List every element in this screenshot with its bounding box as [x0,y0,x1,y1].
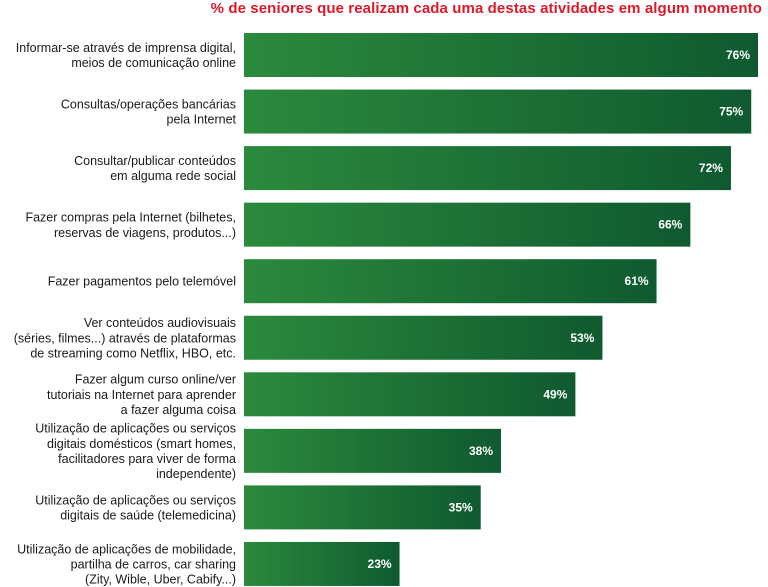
category-label-line: Utilização de aplicações ou serviços [35,422,236,436]
category-label-line: Informar-se através de imprensa digital, [16,41,236,55]
category-label: Informar-se através de imprensa digital,… [16,41,236,70]
bar-8 [244,428,501,473]
category-label-line: independente) [156,467,236,481]
bar-6 [244,315,603,360]
bar-9 [244,485,481,530]
bar-4 [244,202,691,247]
bar-10 [244,541,400,586]
category-label-line: Consultar/publicar conteúdos [74,154,236,168]
category-label-line: (séries, filmes...) através de plataform… [14,331,236,345]
bar-value-label: 49% [543,387,567,401]
category-label: Utilização de aplicações ou serviços digi… [35,422,236,482]
bar-value-label: 72% [699,161,723,175]
category-label-line: digitais domésticos (smart homes, [47,437,236,451]
category-label-line: (Zity, Wible, Uber, Cabify...) [85,573,236,587]
bar-5 [244,259,657,304]
bar-value-label: 53% [570,331,594,345]
bar-2 [244,89,752,134]
bar-7 [244,372,576,417]
category-label-line: em alguma rede social [110,169,236,183]
bar-3 [244,146,731,191]
category-label-line: digitais de saúde (telemedicina) [60,509,236,523]
category-label-line: meios de comunicação online [71,56,236,70]
category-label: Fazer pagamentos pelo telemóvel [48,275,236,289]
bar-value-label: 23% [368,557,392,571]
category-label: Utilização de aplicações ou serviços digi… [35,493,236,522]
category-label: Utilização de aplicações de mobilidade, p… [17,542,236,586]
bar-value-label: 35% [449,500,473,514]
category-label-line: tutoriais na Internet para aprender [47,388,236,402]
bar-1 [244,33,758,77]
category-label: Consultas/operações bancárias pela Intern… [61,97,237,126]
category-label-line: reservas de viagens, produtos...) [54,226,236,240]
category-label-line: Ver conteúdos audiovisuais [84,316,236,330]
category-label-line: Fazer pagamentos pelo telemóvel [48,275,236,289]
category-label-line: partilha de carros, car sharing [71,557,236,571]
category-label: Consultar/publicar conteúdos em alguma re… [74,154,236,183]
category-label: Fazer compras pela Internet (bilhetes, re… [25,211,236,240]
bar-value-label: 66% [658,218,682,232]
category-label-line: Utilização de aplicações ou serviços [35,493,236,507]
category-label-line: facilitadores para viver de forma [58,452,236,466]
category-label: Ver conteúdos audiovisuais (séries, filme… [14,316,236,360]
category-label-line: Utilização de aplicações de mobilidade, [17,542,236,556]
category-label-line: Fazer algum curso online/ver [75,373,236,387]
category-label: Fazer algum curso online/ver tutoriais na… [47,373,236,417]
bar-value-label: 61% [625,274,649,288]
category-label-line: pela Internet [167,113,237,127]
category-label-line: Consultas/operações bancárias [61,97,236,111]
bar-value-label: 75% [719,105,743,119]
category-label-line: Fazer compras pela Internet (bilhetes, [25,211,236,225]
bar-value-label: 38% [469,444,493,458]
bar-value-label: 76% [726,48,750,62]
category-label-line: de streaming como Netflix, HBO, etc. [30,346,236,360]
category-label-line: a fazer alguma coisa [121,403,236,417]
chart-title: % de seniores que realizam cada uma dest… [210,0,762,17]
